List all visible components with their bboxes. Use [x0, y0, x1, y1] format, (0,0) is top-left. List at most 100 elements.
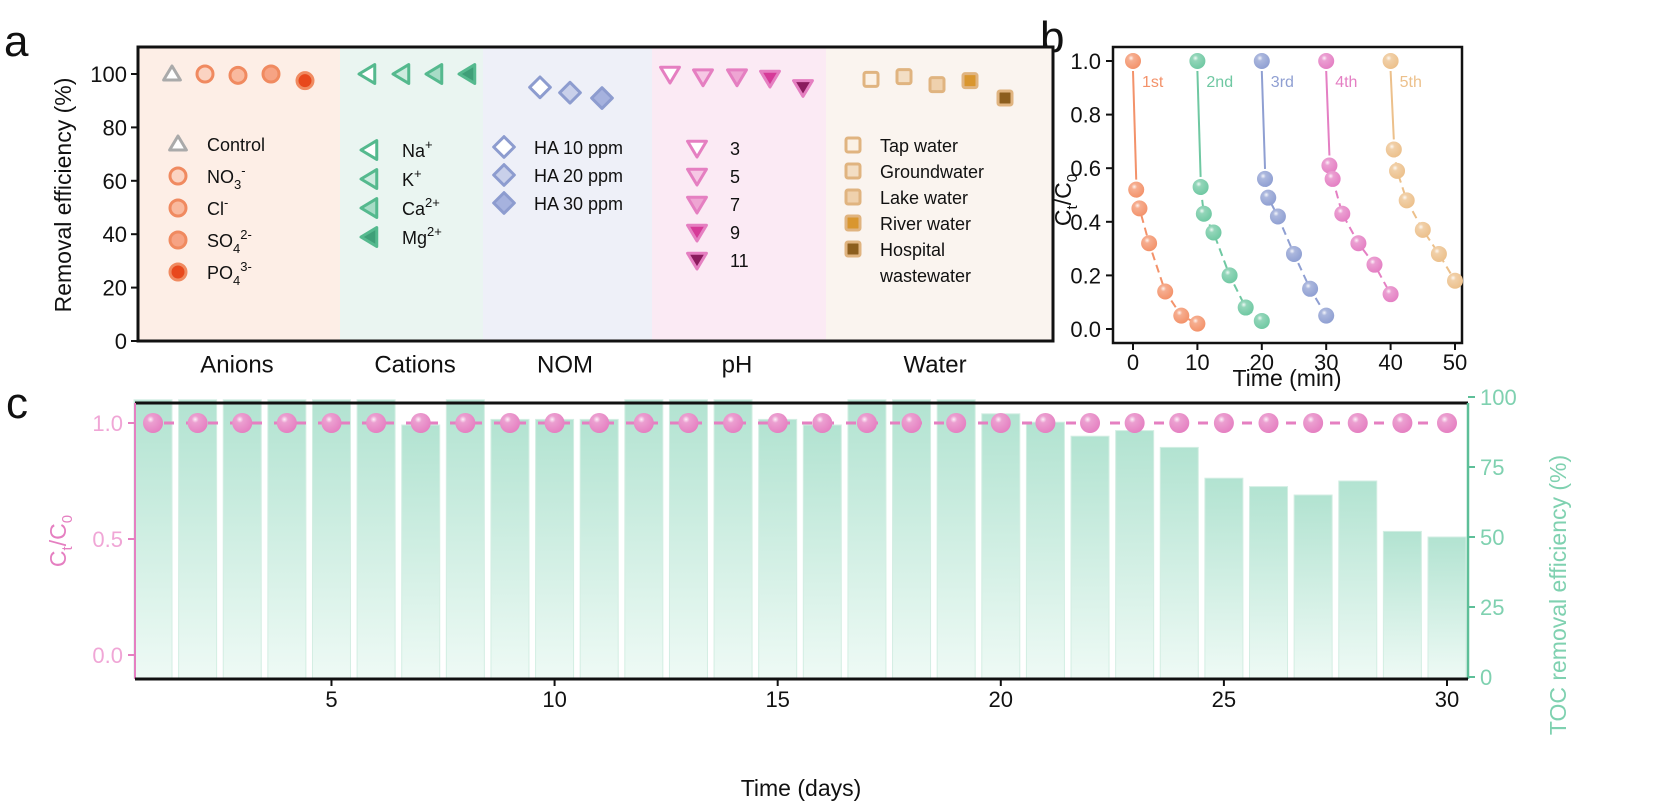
panel-a-point-water	[862, 70, 880, 88]
panel-c-x-tick-label: 20	[989, 687, 1013, 712]
panel-b-point-shine	[1430, 245, 1447, 262]
panel-a-legend-label-cation: Na+	[402, 137, 433, 161]
panel-a-point-anion	[295, 71, 315, 91]
panel-c-bar	[1204, 477, 1244, 679]
panel-b-point-shine	[1385, 141, 1402, 158]
panel-a-point-ph	[792, 79, 814, 98]
panel-b-point	[1125, 53, 1141, 69]
panel-b-point	[1302, 280, 1319, 297]
panel-b-point-shine	[1260, 189, 1277, 206]
panel-c-point-shine	[366, 413, 387, 433]
panel-c-point-shine	[678, 413, 699, 433]
panel-a-legend-marker-nom	[492, 135, 516, 159]
panel-c-right-y-label: TOC removal efficiency (%)	[1545, 455, 1571, 735]
panel-a-legend-marker-water	[844, 214, 862, 232]
panel-b-point-shine	[1192, 178, 1209, 195]
panel-a-legend-label-water: Lake water	[880, 188, 968, 208]
panel-c-bar	[758, 418, 798, 679]
panel-c-point	[544, 413, 565, 433]
panel-b-point	[1237, 299, 1254, 316]
panel-c-bar	[624, 399, 664, 679]
panel-a-point-cation	[424, 63, 444, 85]
panel-c-point	[455, 413, 476, 433]
panel-c-point-shine	[946, 413, 967, 433]
panel-a-point-cation	[357, 63, 377, 85]
panel-c-point	[1392, 413, 1413, 433]
panel-b-point	[1324, 170, 1341, 187]
panel-c-point	[321, 413, 342, 433]
panel-b-point	[1192, 178, 1209, 195]
panel-a-legend-label-ph: 5	[730, 167, 740, 187]
panel-c-bar	[579, 418, 619, 679]
panel-b-point	[1257, 170, 1274, 187]
panel-b-series-label: 4th	[1335, 74, 1357, 91]
panel-c-point-shine	[856, 413, 877, 433]
panel-c-point-shine	[544, 413, 565, 433]
panel-c-point	[187, 413, 208, 433]
panel-a-y-tick-label: 60	[103, 169, 127, 194]
panel-c-left-tick-label: 0.0	[92, 643, 123, 668]
panel-b-y-tick-label: 0.8	[1070, 103, 1101, 128]
panel-a-legend-marker-cation	[359, 168, 379, 190]
panel-c-left-tick-label: 1.0	[92, 411, 123, 436]
panel-c-point-shine	[1169, 413, 1190, 433]
panel-c-point-shine	[232, 413, 253, 433]
panel-c-bar	[1427, 536, 1467, 679]
panel-c-point-shine	[723, 413, 744, 433]
panel-c-bar	[1070, 435, 1110, 679]
panel-a-legend-marker-ph	[686, 139, 708, 159]
panel-b-point	[1253, 53, 1270, 69]
panel-a-point-anion	[162, 64, 182, 82]
panel-b-x-tick-label: 20	[1250, 350, 1274, 375]
panel-b-point-shine	[1334, 205, 1351, 222]
panel-c-bar	[267, 399, 307, 679]
panel-a-point-ph	[726, 68, 748, 88]
panel-a-legend-label-water: wastewater	[879, 266, 971, 286]
panel-b-point	[1260, 189, 1277, 206]
panel-c-bar	[445, 399, 485, 679]
panel-b-point-shine	[1253, 53, 1270, 69]
panel-c-bar	[847, 399, 887, 679]
panel-a-legend-marker-ph	[686, 251, 708, 271]
panel-a-category-label: Water	[903, 352, 966, 379]
panel-c-point-shine	[321, 413, 342, 433]
panel-c-point	[990, 413, 1011, 433]
panel-a-point-anion	[228, 65, 248, 85]
panel-a-y-label: Removal efficiency (%)	[50, 78, 76, 313]
panel-c-point	[723, 413, 744, 433]
panel-b-line	[1196, 70, 1202, 177]
panel-c-x-label: Time (days)	[741, 775, 862, 801]
panel-a-legend-label-anion: Cl-	[207, 195, 228, 219]
panel-b-series-label: 3rd	[1271, 74, 1294, 91]
panel-a-point-nom	[528, 75, 552, 100]
panel-c-bar	[981, 413, 1021, 679]
panel-a-legend-marker-anion	[168, 166, 188, 186]
panel-c-left-y-label: Ct/C0	[45, 515, 76, 567]
panel-a-category-label: pH	[722, 352, 753, 379]
panel-c-point-shine	[1258, 413, 1279, 433]
panel-c-ticks: 5 10 15 20 25 30 0.0 0.5 1.0 0 25 50 75 100	[92, 385, 1516, 712]
panel-b-point-shine	[1398, 192, 1415, 209]
subscript: 3	[234, 177, 241, 192]
panel-a-legend-marker-water	[844, 162, 862, 180]
panel-a-point-ph	[692, 68, 714, 88]
panel-b-point-shine	[1205, 224, 1222, 241]
panel-c-bar	[713, 399, 753, 679]
panel-b-point-shine	[1128, 181, 1145, 198]
panel-c-bar	[1382, 530, 1422, 679]
panel-a-point-anion	[261, 64, 281, 84]
panel-a-legend-marker-water	[844, 188, 862, 206]
panel-a-legend-marker-nom	[492, 163, 516, 187]
panel-b-ticks: 0 10 20 30 40 50 0.0 0.2 0.4 0.6 0.8 1.0	[1070, 49, 1467, 375]
panel-c-point-shine	[1213, 413, 1234, 433]
panel-c-point-shine	[812, 413, 833, 433]
panel-b-point	[1318, 53, 1335, 69]
panel-a-y-tick-label: 80	[103, 115, 127, 140]
panel-a-legend-label-nom: HA 30 ppm	[534, 194, 623, 214]
panel-a-frame	[136, 45, 1055, 343]
superscript: 2-	[240, 227, 252, 242]
panel-c-point	[1258, 413, 1279, 433]
panel-c-point	[499, 413, 520, 433]
panel-b-y-tick-label: 1.0	[1070, 49, 1101, 74]
panel-c-point	[901, 413, 922, 433]
